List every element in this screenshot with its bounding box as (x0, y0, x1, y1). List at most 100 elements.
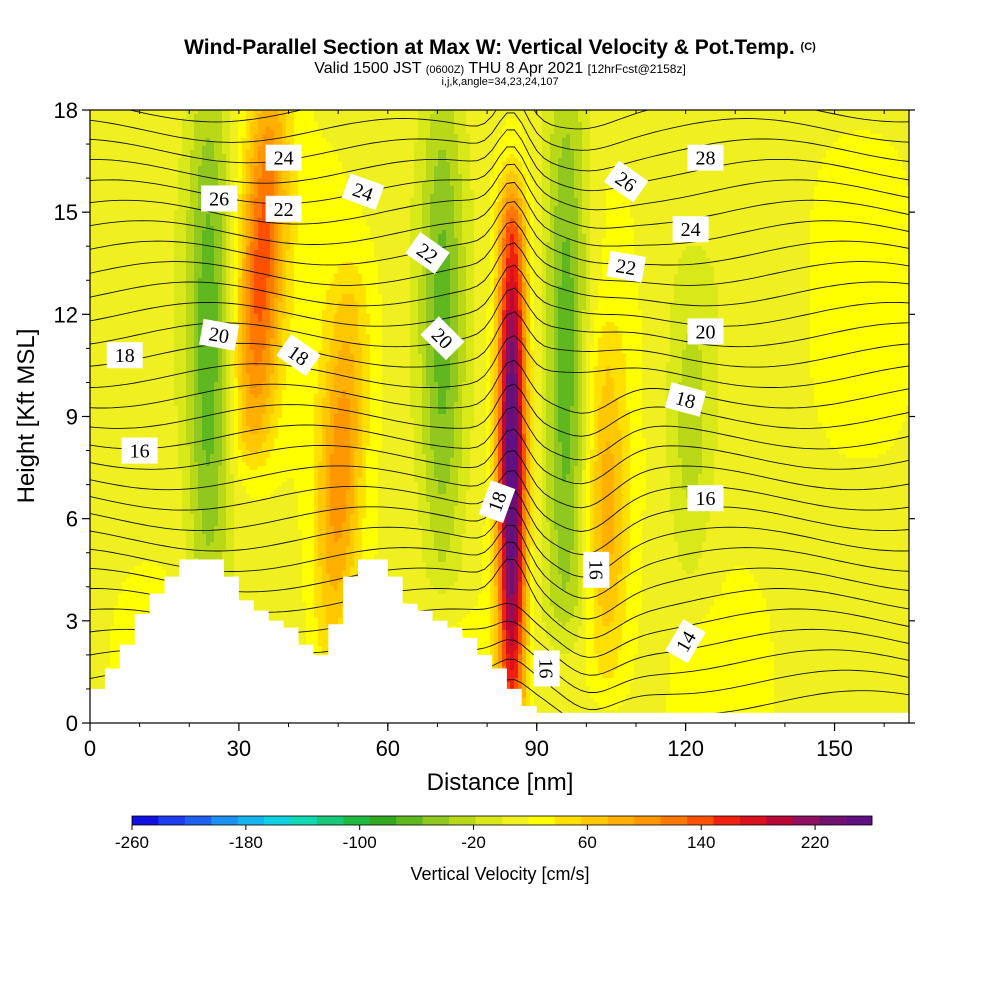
velocity-cell (98, 474, 103, 479)
velocity-cell (186, 166, 191, 171)
velocity-cell (134, 526, 139, 531)
velocity-cell (106, 318, 111, 323)
velocity-cell (166, 258, 171, 263)
velocity-cell (198, 510, 203, 515)
velocity-cell (146, 490, 151, 495)
velocity-cell (142, 142, 147, 147)
velocity-cell (94, 366, 99, 371)
velocity-cell (190, 422, 195, 427)
velocity-cell (186, 334, 191, 339)
velocity-cell (162, 222, 167, 227)
velocity-cell (94, 410, 99, 415)
velocity-cell (130, 114, 135, 119)
velocity-cell (198, 162, 203, 167)
velocity-cell (182, 510, 187, 515)
velocity-cell (178, 294, 183, 299)
velocity-cell (90, 582, 95, 587)
velocity-cell (158, 298, 163, 303)
velocity-cell (154, 270, 159, 275)
velocity-cell (190, 178, 195, 183)
velocity-cell (102, 250, 107, 255)
velocity-cell (158, 138, 163, 143)
velocity-cell (214, 362, 219, 367)
velocity-cell (114, 438, 119, 443)
velocity-cell (126, 626, 131, 631)
velocity-cell (150, 114, 155, 119)
velocity-cell (142, 186, 147, 191)
velocity-cell (154, 278, 159, 283)
velocity-cell (210, 414, 215, 419)
velocity-cell (202, 170, 207, 175)
velocity-cell (162, 478, 167, 483)
velocity-cell (210, 182, 215, 187)
velocity-cell (198, 410, 203, 415)
velocity-cell (102, 278, 107, 283)
velocity-cell (118, 434, 123, 439)
velocity-cell (158, 354, 163, 359)
velocity-cell (90, 358, 95, 363)
velocity-cell (90, 510, 95, 515)
velocity-cell (150, 190, 155, 195)
velocity-cell (182, 134, 187, 139)
velocity-cell (174, 290, 179, 295)
velocity-cell (206, 434, 211, 439)
velocity-cell (170, 494, 175, 499)
velocity-cell (114, 238, 119, 243)
velocity-cell (150, 330, 155, 335)
velocity-cell (214, 174, 219, 179)
velocity-cell (154, 210, 159, 215)
velocity-cell (90, 138, 95, 143)
velocity-cell (214, 294, 219, 299)
velocity-cell (170, 382, 175, 387)
velocity-cell (166, 406, 171, 411)
velocity-cell (138, 586, 143, 591)
velocity-cell (174, 450, 179, 455)
velocity-cell (198, 366, 203, 371)
velocity-cell (210, 366, 215, 371)
velocity-cell (94, 554, 99, 559)
velocity-cell (126, 238, 131, 243)
velocity-cell (98, 642, 103, 647)
velocity-cell (194, 286, 199, 291)
velocity-cell (126, 234, 131, 239)
velocity-cell (182, 154, 187, 159)
velocity-cell (102, 270, 107, 275)
velocity-cell (126, 558, 131, 563)
velocity-cell (178, 182, 183, 187)
velocity-cell (126, 326, 131, 331)
velocity-cell (158, 146, 163, 151)
velocity-cell (142, 502, 147, 507)
velocity-cell (142, 542, 147, 547)
velocity-cell (166, 130, 171, 135)
velocity-cell (194, 198, 199, 203)
velocity-cell (198, 430, 203, 435)
velocity-cell (94, 590, 99, 595)
velocity-cell (194, 366, 199, 371)
velocity-cell (146, 422, 151, 427)
velocity-cell (202, 130, 207, 135)
velocity-cell (130, 534, 135, 539)
velocity-cell (202, 426, 207, 431)
velocity-cell (110, 430, 115, 435)
velocity-cell (210, 170, 215, 175)
velocity-cell (110, 162, 115, 167)
velocity-cell (186, 546, 191, 551)
velocity-cell (126, 374, 131, 379)
velocity-cell (122, 566, 127, 571)
velocity-cell (158, 358, 163, 363)
velocity-cell (210, 222, 215, 227)
velocity-cell (138, 230, 143, 235)
velocity-cell (142, 318, 147, 323)
velocity-cell (126, 202, 131, 207)
velocity-cell (98, 206, 103, 211)
velocity-cell (110, 122, 115, 127)
velocity-cell (198, 330, 203, 335)
velocity-cell (122, 554, 127, 559)
velocity-cell (130, 502, 135, 507)
velocity-cell (106, 230, 111, 235)
velocity-cell (90, 326, 95, 331)
velocity-cell (170, 214, 175, 219)
velocity-cell (146, 322, 151, 327)
velocity-cell (206, 442, 211, 447)
velocity-cell (146, 526, 151, 531)
